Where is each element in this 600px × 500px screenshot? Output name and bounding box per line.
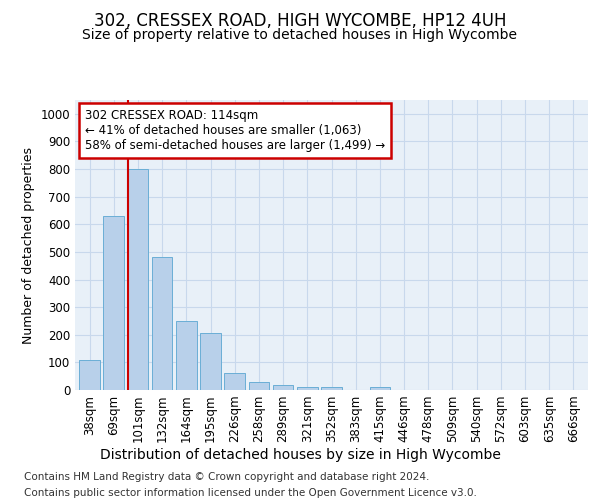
- Text: Size of property relative to detached houses in High Wycombe: Size of property relative to detached ho…: [83, 28, 517, 42]
- Text: 302 CRESSEX ROAD: 114sqm
← 41% of detached houses are smaller (1,063)
58% of sem: 302 CRESSEX ROAD: 114sqm ← 41% of detach…: [85, 108, 386, 152]
- Bar: [200, 334, 221, 390]
- Bar: [370, 387, 390, 390]
- Text: Contains HM Land Registry data © Crown copyright and database right 2024.: Contains HM Land Registry data © Crown c…: [24, 472, 430, 482]
- Text: Contains public sector information licensed under the Open Government Licence v3: Contains public sector information licen…: [24, 488, 477, 498]
- Bar: [176, 321, 197, 390]
- Bar: [321, 387, 342, 390]
- Bar: [297, 386, 317, 390]
- Y-axis label: Number of detached properties: Number of detached properties: [22, 146, 35, 344]
- Bar: [152, 258, 172, 390]
- Bar: [79, 360, 100, 390]
- Bar: [103, 216, 124, 390]
- Text: Distribution of detached houses by size in High Wycombe: Distribution of detached houses by size …: [100, 448, 500, 462]
- Bar: [128, 169, 148, 390]
- Bar: [273, 385, 293, 390]
- Bar: [248, 382, 269, 390]
- Text: 302, CRESSEX ROAD, HIGH WYCOMBE, HP12 4UH: 302, CRESSEX ROAD, HIGH WYCOMBE, HP12 4U…: [94, 12, 506, 30]
- Bar: [224, 374, 245, 390]
